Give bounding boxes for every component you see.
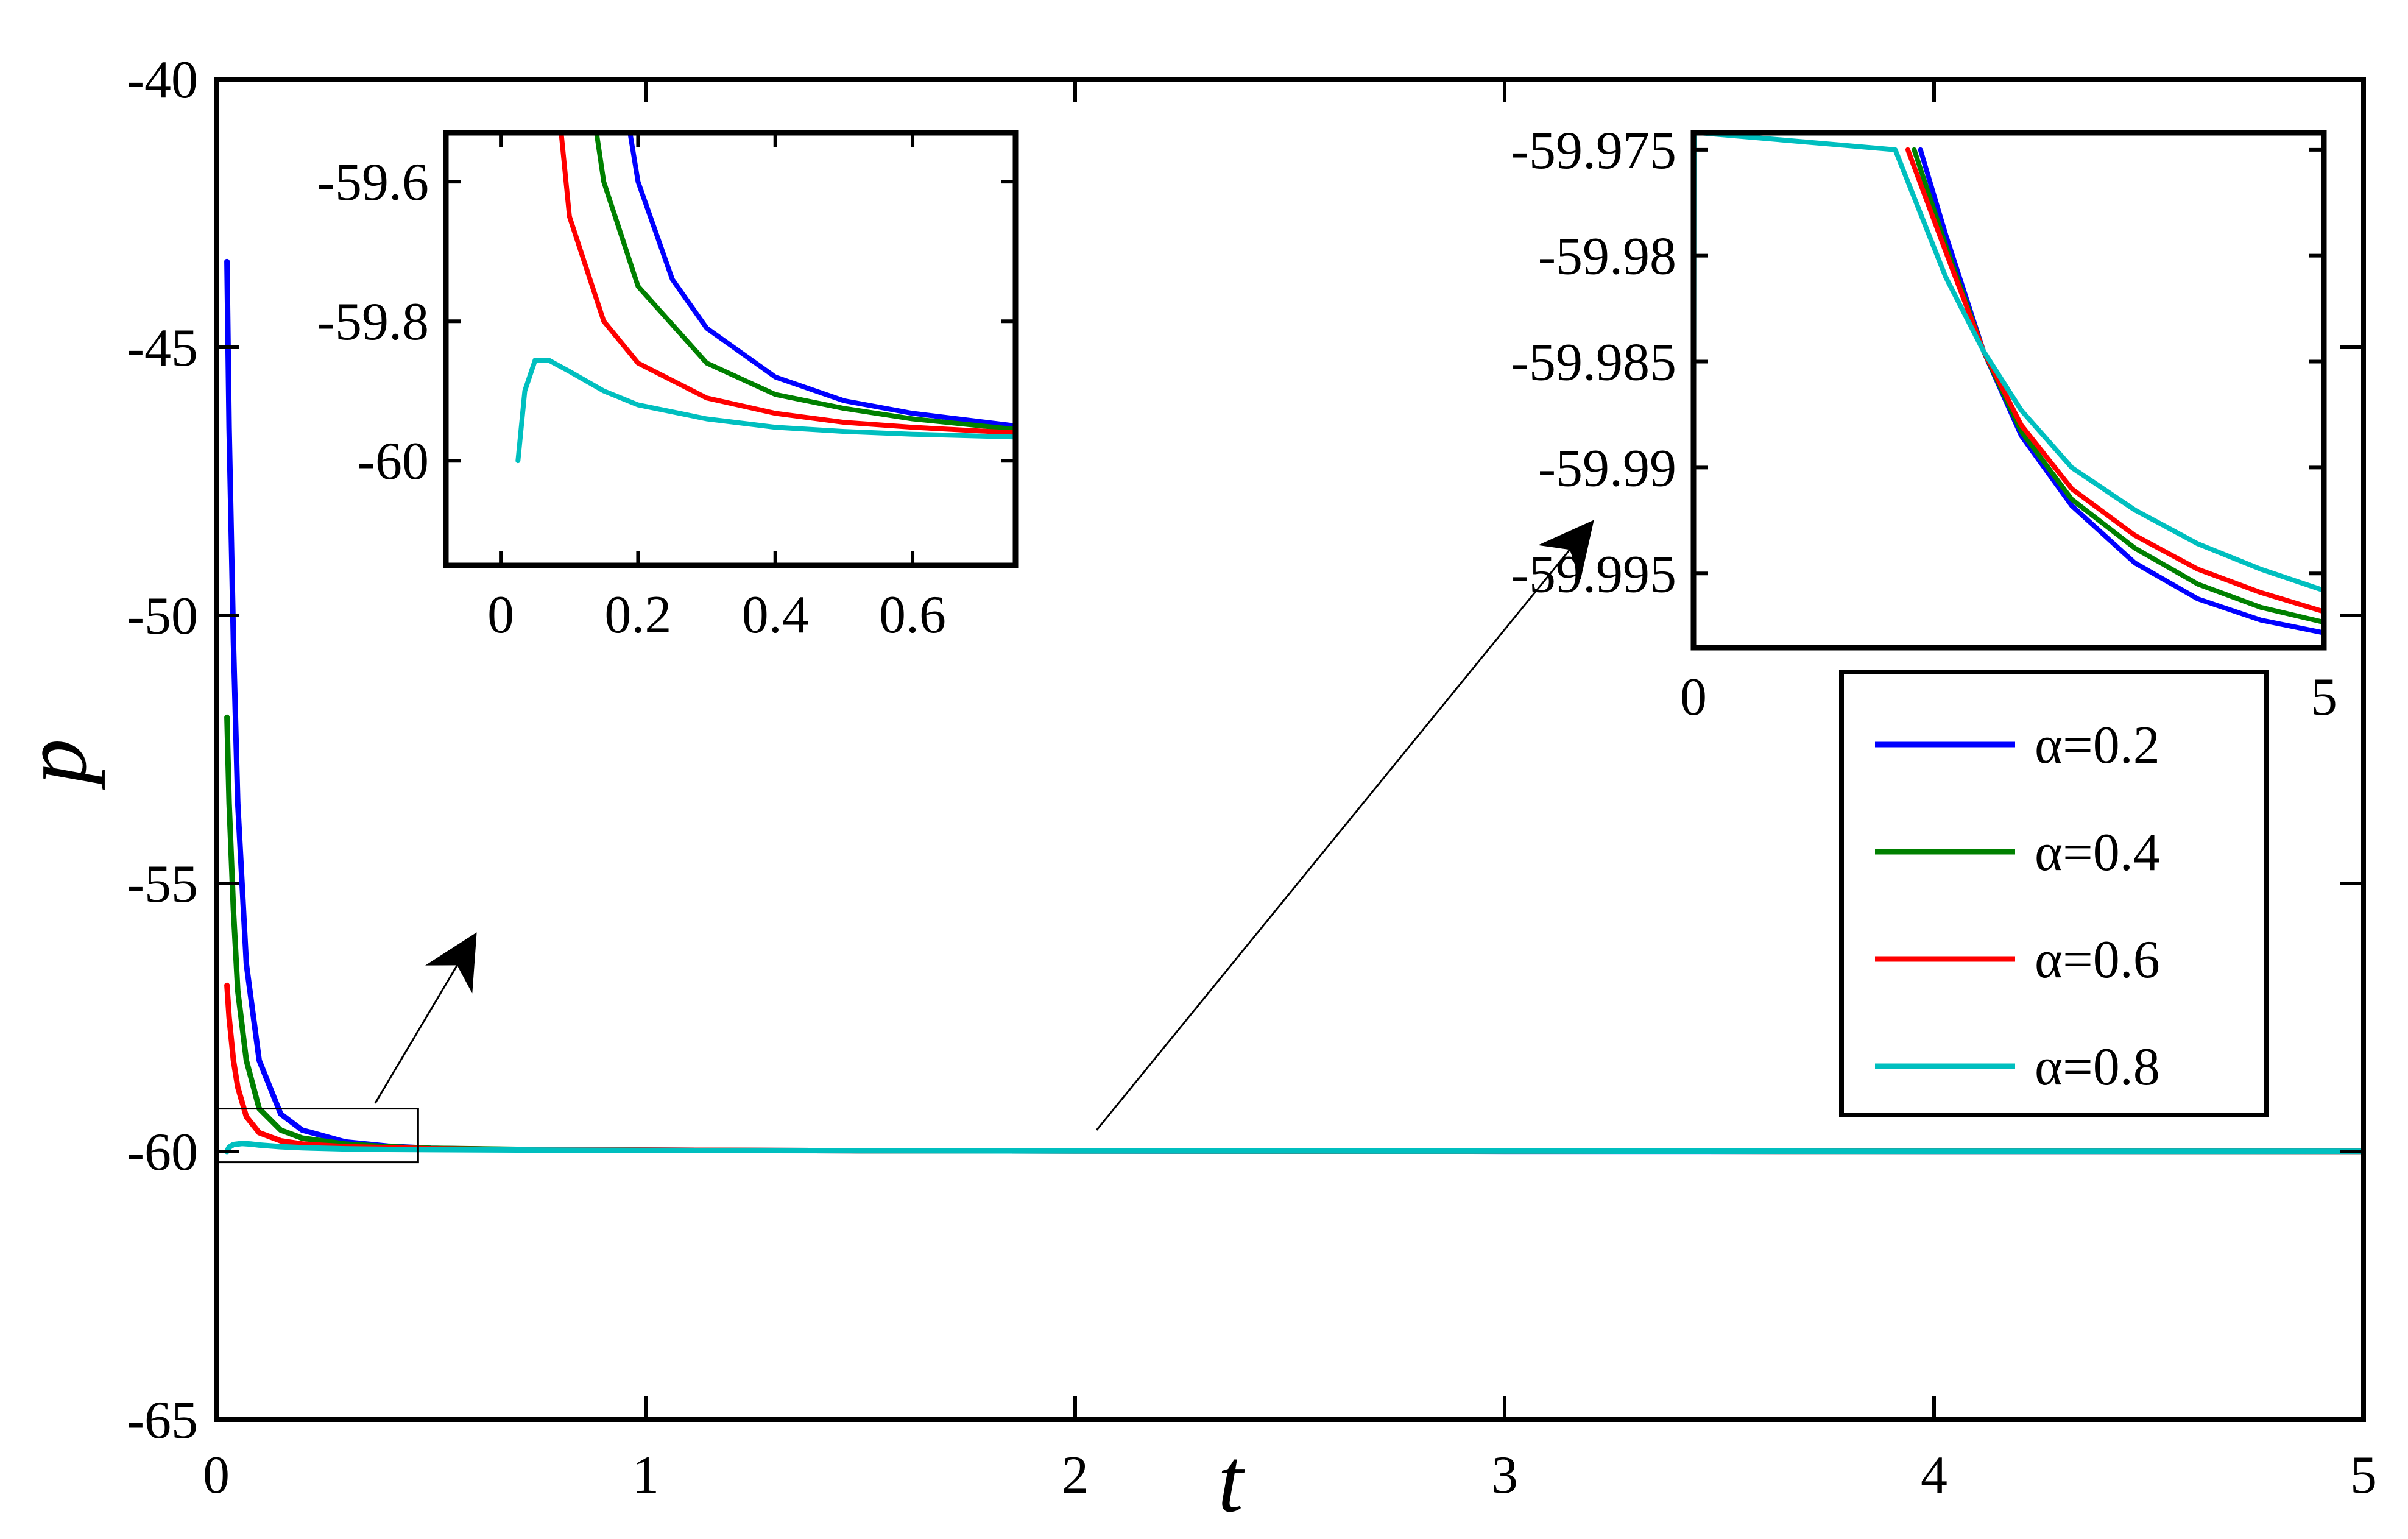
y-tick-label: -55 <box>127 855 198 914</box>
axes-frame <box>214 77 2366 1422</box>
series-line-inset1-2 <box>559 133 1015 436</box>
x-tick-label: 0.2 <box>604 586 671 645</box>
axes-frame <box>1690 130 2327 651</box>
axes-frame <box>443 130 1019 568</box>
y-tick-label: -60 <box>127 1123 198 1182</box>
y-tick-label: -59.985 <box>1511 333 1676 392</box>
y-tick-label: -60 <box>358 432 429 491</box>
x-axis-title: t <box>1218 1430 1245 1531</box>
legend: α=0.2 α=0.4 α=0.6 α=0.8 <box>1839 670 2269 1117</box>
y-tick-label: -59.975 <box>1511 121 1676 180</box>
x-tick-label: 2 <box>1062 1446 1089 1505</box>
inset-plot-left: 0 0.2 0.4 0.6 -60 -59.8 -59.6 <box>317 130 1019 645</box>
y-tick-label: -65 <box>127 1391 198 1450</box>
zoom-arrow-1 <box>374 932 477 1104</box>
series-group <box>515 133 1015 464</box>
legend-label-2: α=0.6 <box>2035 930 2160 989</box>
y-tick-label: -59.99 <box>1538 439 1676 498</box>
y-axis-title: p <box>4 739 105 790</box>
y-tick-label: -59.995 <box>1511 545 1676 604</box>
y-tick-label: -59.6 <box>317 153 429 212</box>
x-tick-label: 0.4 <box>742 586 809 645</box>
y-tick-label: -40 <box>127 51 198 110</box>
x-tick-label: 3 <box>1491 1446 1518 1505</box>
legend-label-3: α=0.8 <box>2035 1038 2160 1097</box>
x-tick-label: 0.6 <box>879 586 946 645</box>
y-tick-label: -59.98 <box>1538 227 1676 286</box>
legend-label-0: α=0.2 <box>2035 716 2160 775</box>
x-tick-label: 4 <box>1921 1446 1947 1505</box>
zoom-arrows <box>374 520 1594 1131</box>
y-tick-label: -50 <box>127 587 198 646</box>
series-group <box>1693 133 2324 648</box>
zoom-arrow-2 <box>1096 520 1594 1131</box>
series-line-inset1-1 <box>594 133 1015 432</box>
y-tick-label: -45 <box>127 319 198 378</box>
x-tick-label: 5 <box>2350 1446 2377 1505</box>
series-group <box>224 258 2364 1155</box>
series-line-inset2-3 <box>1693 133 2324 648</box>
series-line-inset1-0 <box>627 133 1015 428</box>
x-tick-label: 5 <box>2311 668 2337 727</box>
zoom-box <box>215 1108 419 1164</box>
series-line-inset1-3 <box>515 358 1015 464</box>
series-line-inset2-2 <box>1905 147 2324 614</box>
x-tick-label: 0 <box>203 1446 230 1505</box>
legend-label-1: α=0.4 <box>2035 823 2160 882</box>
x-tick-label: 1 <box>632 1446 659 1505</box>
x-tick-label: 0 <box>1680 668 1707 727</box>
y-tick-label: -59.8 <box>317 292 429 352</box>
plot-area <box>446 133 1015 565</box>
series-line-main-3 <box>224 1141 2364 1155</box>
x-tick-label: 0 <box>487 586 514 645</box>
